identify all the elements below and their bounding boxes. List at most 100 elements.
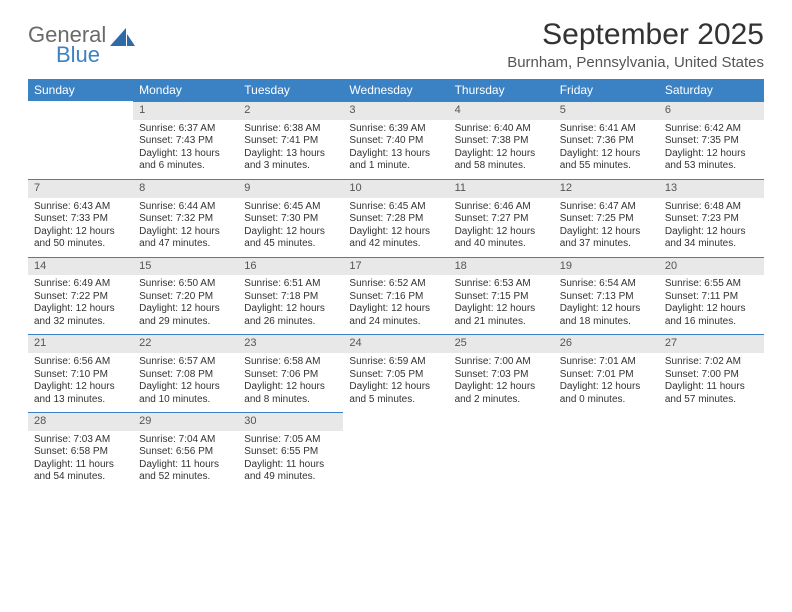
weekday-header: Monday	[133, 79, 238, 101]
day-number: 21	[28, 334, 133, 353]
sunrise-text: Sunrise: 6:45 AM	[244, 201, 337, 214]
sunset-text: Sunset: 7:33 PM	[34, 213, 127, 226]
sunset-text: Sunset: 7:25 PM	[560, 213, 653, 226]
logo-text: General Blue	[28, 24, 106, 66]
day-number: 3	[343, 101, 448, 120]
sunrise-text: Sunrise: 7:02 AM	[665, 356, 758, 369]
daylight-text: Daylight: 12 hours and 58 minutes.	[455, 148, 548, 173]
daylight-text: Daylight: 12 hours and 16 minutes.	[665, 303, 758, 328]
sunrise-text: Sunrise: 6:39 AM	[349, 123, 442, 136]
daylight-text: Daylight: 12 hours and 34 minutes.	[665, 226, 758, 251]
day-body: Sunrise: 6:52 AMSunset: 7:16 PMDaylight:…	[343, 275, 448, 334]
sunset-text: Sunset: 7:35 PM	[665, 135, 758, 148]
daylight-text: Daylight: 12 hours and 13 minutes.	[34, 381, 127, 406]
daylight-text: Daylight: 12 hours and 42 minutes.	[349, 226, 442, 251]
calendar-day-cell: 3 Sunrise: 6:39 AMSunset: 7:40 PMDaylight…	[343, 101, 448, 179]
day-number: 17	[343, 257, 448, 276]
day-number: 14	[28, 257, 133, 276]
sunrise-text: Sunrise: 6:49 AM	[34, 278, 127, 291]
sunrise-text: Sunrise: 6:58 AM	[244, 356, 337, 369]
calendar-week-row: 28Sunrise: 7:03 AMSunset: 6:58 PMDayligh…	[28, 412, 764, 490]
calendar-day-cell: 8Sunrise: 6:44 AMSunset: 7:32 PMDaylight…	[133, 179, 238, 257]
calendar-day-cell: 17Sunrise: 6:52 AMSunset: 7:16 PMDayligh…	[343, 257, 448, 335]
calendar-day-cell: 30Sunrise: 7:05 AMSunset: 6:55 PMDayligh…	[238, 412, 343, 490]
calendar-day-cell: 18Sunrise: 6:53 AMSunset: 7:15 PMDayligh…	[449, 257, 554, 335]
day-body: Sunrise: 6:47 AMSunset: 7:25 PMDaylight:…	[554, 198, 659, 257]
daylight-text: Daylight: 13 hours and 1 minute.	[349, 148, 442, 173]
sunset-text: Sunset: 7:13 PM	[560, 291, 653, 304]
sunset-text: Sunset: 7:01 PM	[560, 369, 653, 382]
weekday-header: Tuesday	[238, 79, 343, 101]
calendar-day-cell: ..	[554, 412, 659, 490]
calendar-day-cell: 4 Sunrise: 6:40 AMSunset: 7:38 PMDaylight…	[449, 101, 554, 179]
weekday-header: Friday	[554, 79, 659, 101]
sunset-text: Sunset: 7:16 PM	[349, 291, 442, 304]
daylight-text: Daylight: 12 hours and 8 minutes.	[244, 381, 337, 406]
daylight-text: Daylight: 11 hours and 49 minutes.	[244, 459, 337, 484]
daylight-text: Daylight: 12 hours and 47 minutes.	[139, 226, 232, 251]
sunset-text: Sunset: 7:38 PM	[455, 135, 548, 148]
day-number: 26	[554, 334, 659, 353]
calendar-day-cell: 26Sunrise: 7:01 AMSunset: 7:01 PMDayligh…	[554, 334, 659, 412]
day-number: 18	[449, 257, 554, 276]
day-body: Sunrise: 7:01 AMSunset: 7:01 PMDaylight:…	[554, 353, 659, 412]
sunrise-text: Sunrise: 6:56 AM	[34, 356, 127, 369]
daylight-text: Daylight: 12 hours and 10 minutes.	[139, 381, 232, 406]
sunset-text: Sunset: 7:10 PM	[34, 369, 127, 382]
weekday-header: Thursday	[449, 79, 554, 101]
day-body: Sunrise: 6:53 AMSunset: 7:15 PMDaylight:…	[449, 275, 554, 334]
sunset-text: Sunset: 7:40 PM	[349, 135, 442, 148]
calendar-day-cell: 10Sunrise: 6:45 AMSunset: 7:28 PMDayligh…	[343, 179, 448, 257]
sunset-text: Sunset: 7:41 PM	[244, 135, 337, 148]
sunset-text: Sunset: 7:23 PM	[665, 213, 758, 226]
calendar-day-cell: 22 Sunrise: 6:57 AMSunset: 7:08 PMDayligh…	[133, 334, 238, 412]
day-body: Sunrise: 6:59 AMSunset: 7:05 PMDaylight:…	[343, 353, 448, 412]
calendar-day-cell: 16Sunrise: 6:51 AMSunset: 7:18 PMDayligh…	[238, 257, 343, 335]
sunrise-text: Sunrise: 6:47 AM	[560, 201, 653, 214]
calendar-day-cell: 14 Sunrise: 6:49 AMSunset: 7:22 PMDayligh…	[28, 257, 133, 335]
day-body: Sunrise: 6:58 AMSunset: 7:06 PMDaylight:…	[238, 353, 343, 412]
sunrise-text: Sunrise: 6:44 AM	[139, 201, 232, 214]
daylight-text: Daylight: 12 hours and 32 minutes.	[34, 303, 127, 328]
calendar-day-cell: 24Sunrise: 6:59 AMSunset: 7:05 PMDayligh…	[343, 334, 448, 412]
day-body: Sunrise: 6:56 AMSunset: 7:10 PMDaylight:…	[28, 353, 133, 412]
day-body: Sunrise: 6:37 AMSunset: 7:43 PMDaylight:…	[133, 120, 238, 179]
sunrise-text: Sunrise: 6:43 AM	[34, 201, 127, 214]
day-number: 11	[449, 179, 554, 198]
sunset-text: Sunset: 7:30 PM	[244, 213, 337, 226]
daylight-text: Daylight: 12 hours and 29 minutes.	[139, 303, 232, 328]
sunset-text: Sunset: 7:20 PM	[139, 291, 232, 304]
daylight-text: Daylight: 12 hours and 50 minutes.	[34, 226, 127, 251]
daylight-text: Daylight: 12 hours and 24 minutes.	[349, 303, 442, 328]
daylight-text: Daylight: 12 hours and 0 minutes.	[560, 381, 653, 406]
calendar-header-row: SundayMondayTuesdayWednesdayThursdayFrid…	[28, 79, 764, 101]
sunset-text: Sunset: 7:05 PM	[349, 369, 442, 382]
daylight-text: Daylight: 13 hours and 6 minutes.	[139, 148, 232, 173]
sunset-text: Sunset: 7:08 PM	[139, 369, 232, 382]
sunrise-text: Sunrise: 6:38 AM	[244, 123, 337, 136]
daylight-text: Daylight: 12 hours and 18 minutes.	[560, 303, 653, 328]
calendar-day-cell: 19Sunrise: 6:54 AMSunset: 7:13 PMDayligh…	[554, 257, 659, 335]
sunrise-text: Sunrise: 6:57 AM	[139, 356, 232, 369]
day-number: 22	[133, 334, 238, 353]
sunset-text: Sunset: 7:22 PM	[34, 291, 127, 304]
day-number: 19	[554, 257, 659, 276]
calendar-day-cell: 25Sunrise: 7:00 AMSunset: 7:03 PMDayligh…	[449, 334, 554, 412]
weekday-header: Sunday	[28, 79, 133, 101]
sunrise-text: Sunrise: 6:55 AM	[665, 278, 758, 291]
day-number: 2	[238, 101, 343, 120]
calendar-day-cell: 15Sunrise: 6:50 AMSunset: 7:20 PMDayligh…	[133, 257, 238, 335]
sunset-text: Sunset: 6:55 PM	[244, 446, 337, 459]
calendar-day-cell: 6Sunrise: 6:42 AMSunset: 7:35 PMDaylight…	[659, 101, 764, 179]
day-number: 4	[449, 101, 554, 120]
calendar-body: ..1Sunrise: 6:37 AMSunset: 7:43 PMDaylig…	[28, 101, 764, 490]
day-number: 7	[28, 179, 133, 198]
sunrise-text: Sunrise: 6:40 AM	[455, 123, 548, 136]
sunrise-text: Sunrise: 6:41 AM	[560, 123, 653, 136]
calendar-day-cell: ..	[343, 412, 448, 490]
day-body: Sunrise: 7:03 AMSunset: 6:58 PMDaylight:…	[28, 431, 133, 490]
weekday-header: Wednesday	[343, 79, 448, 101]
day-number: 29	[133, 412, 238, 431]
day-body: Sunrise: 6:45 AMSunset: 7:28 PMDaylight:…	[343, 198, 448, 257]
calendar-day-cell: 23Sunrise: 6:58 AMSunset: 7:06 PMDayligh…	[238, 334, 343, 412]
